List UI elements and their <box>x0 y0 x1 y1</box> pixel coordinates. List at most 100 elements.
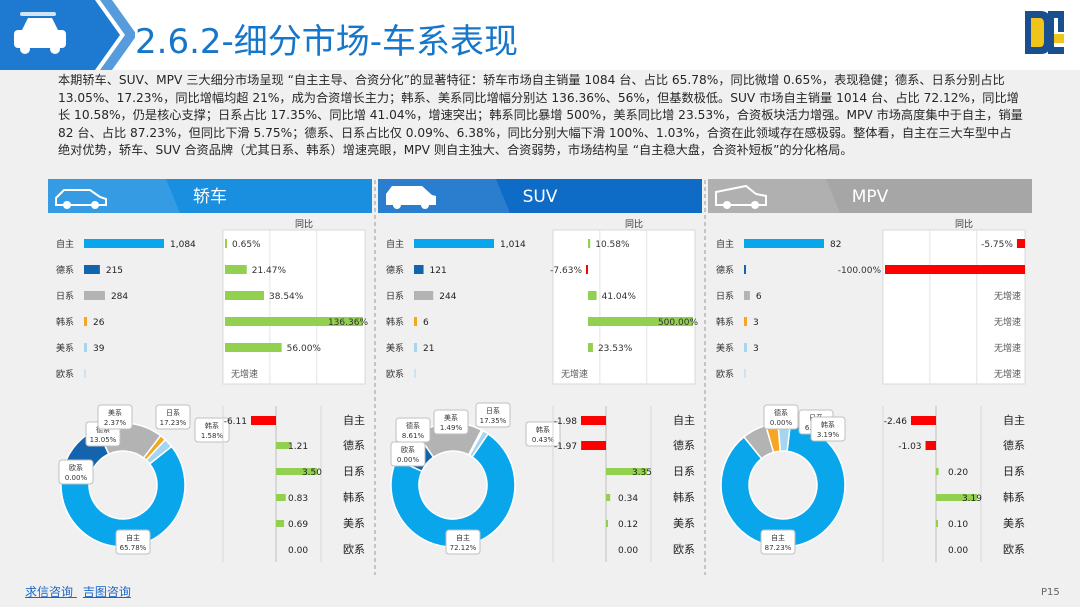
change-bar <box>936 468 939 475</box>
header-accent <box>0 0 135 70</box>
share-label: 美系 2.37% <box>97 404 133 430</box>
share-label: 自主 87.23% <box>760 529 796 555</box>
change-row-label: 韩系 <box>343 490 365 504</box>
row-label: 欧系 <box>386 368 404 380</box>
share-label: 自主 65.78% <box>115 529 151 555</box>
change-label: 0.83 <box>288 494 308 504</box>
share-label: 美系 1.49% <box>433 409 469 435</box>
share-label-value: 2.37% <box>104 419 127 427</box>
sales-bar <box>414 265 424 274</box>
yoy-bar <box>1016 239 1025 248</box>
row-label: 自主 <box>716 238 734 250</box>
share-label-name: 美系 <box>108 408 122 417</box>
share-label-name: 日系 <box>486 406 500 415</box>
change-label: 3.35 <box>632 468 652 478</box>
change-bar <box>936 520 938 527</box>
donut-slice <box>720 422 846 548</box>
logo-icon <box>1025 11 1064 54</box>
change-row-label: 德系 <box>1003 438 1025 452</box>
header-bar <box>0 0 1080 70</box>
yoy-bar <box>225 343 282 352</box>
yoy-bar <box>225 317 363 326</box>
suv-icon <box>386 186 436 209</box>
share-label: 韩系 0.43% <box>525 421 561 447</box>
change-bar <box>925 441 936 450</box>
change-bar <box>581 441 606 450</box>
yoy-label: -5.75% <box>981 240 1013 250</box>
share-label-value: 0.00% <box>397 456 420 464</box>
change-bar <box>606 494 611 501</box>
sales-bar <box>744 291 750 300</box>
panel-title: SUV <box>523 187 558 207</box>
sales-label: 1,014 <box>500 240 526 250</box>
share-label: 欧系 0.00% <box>390 441 426 467</box>
change-row-label: 日系 <box>673 465 695 478</box>
sales-label: 215 <box>106 266 123 276</box>
footer-link-jitu[interactable]: 吉图咨询 <box>82 585 131 599</box>
share-label: 日系 17.23% <box>155 404 191 430</box>
change-bar <box>911 416 936 425</box>
sales-label: 21 <box>423 344 434 354</box>
change-row-label: 美系 <box>1003 517 1025 530</box>
share-label-value: 17.23% <box>160 419 187 427</box>
yoy-label: 10.58% <box>595 240 630 250</box>
sales-bar <box>744 239 824 248</box>
sales-bar <box>84 239 164 248</box>
yoy-label: 41.04% <box>602 292 637 302</box>
row-label: 美系 <box>716 342 734 354</box>
sales-label: 244 <box>439 292 456 302</box>
sales-bar <box>414 343 417 352</box>
yoy-frame <box>552 229 696 385</box>
footer-link-qiuxin[interactable]: 求信咨询 <box>25 585 74 599</box>
share-label-name: 德系 <box>774 408 788 417</box>
share-label-box <box>433 409 469 435</box>
change-row-label: 自主 <box>343 414 365 427</box>
share-label-box <box>760 529 796 555</box>
yoy-label: 0.65% <box>232 240 261 250</box>
change-row-label: 美系 <box>343 517 365 530</box>
change-bar <box>251 416 276 425</box>
row-label: 日系 <box>56 291 74 302</box>
sales-bar <box>84 265 100 274</box>
share-label-value: 0.43% <box>532 436 555 444</box>
change-label: 0.69 <box>288 520 308 530</box>
change-bar <box>581 416 606 425</box>
share-label-value: 72.12% <box>450 544 477 552</box>
change-label: -6.11 <box>224 417 247 427</box>
sales-bar <box>744 369 746 378</box>
yoy-label: 无增速 <box>994 342 1021 354</box>
sales-label: 3 <box>753 318 759 328</box>
change-label: 0.00 <box>288 546 308 556</box>
change-label: 0.20 <box>948 468 968 478</box>
share-label-box <box>58 459 94 485</box>
yoy-label: 无增速 <box>994 368 1021 380</box>
wheel-rear <box>91 201 99 209</box>
donut-slice <box>145 438 173 465</box>
share-label-name: 韩系 <box>205 421 219 430</box>
yoy-label: 500.00% <box>658 318 698 328</box>
yoy-frame <box>222 229 366 385</box>
share-label-value: 13.05% <box>90 436 117 444</box>
row-label: 德系 <box>386 264 404 276</box>
yoy-label: 23.53% <box>598 344 633 354</box>
yoy-label: 无增速 <box>231 368 258 380</box>
sales-bar <box>744 265 746 274</box>
change-row-label: 自主 <box>673 414 695 427</box>
mpv-body <box>715 184 767 206</box>
yoy-bar <box>588 343 593 352</box>
wheel-front <box>393 201 401 209</box>
yoy-bar <box>885 265 1025 274</box>
page-number: P15 <box>1041 587 1060 598</box>
change-label: 3.50 <box>302 468 322 478</box>
share-label-name: 自主 <box>126 533 140 542</box>
yoy-bar <box>225 239 227 248</box>
share-label-name: 欧系 <box>401 445 415 454</box>
row-label: 德系 <box>716 264 734 276</box>
change-label: -1.98 <box>554 417 578 427</box>
change-row-label: 德系 <box>343 438 365 452</box>
share-label-value: 1.58% <box>201 432 224 440</box>
change-row-label: 欧系 <box>673 543 695 556</box>
mpv-icon <box>715 184 767 209</box>
row-label: 欧系 <box>56 368 74 380</box>
